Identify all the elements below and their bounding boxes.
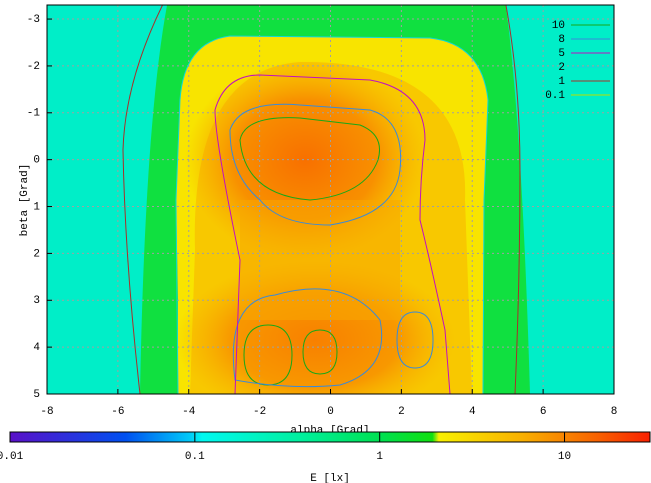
- legend-label: 1: [558, 76, 565, 88]
- y-axis-label: beta [Grad]: [19, 164, 31, 237]
- contour-line: [232, 288, 383, 388]
- legend-label: 2: [558, 62, 565, 74]
- y-tick-label: 4: [33, 342, 40, 354]
- x-tick-label: -6: [111, 406, 124, 418]
- y-tick-label: -3: [27, 14, 40, 26]
- x-tick-label: -4: [182, 406, 196, 418]
- colorbar: [9, 431, 651, 443]
- colorbar-tick-label: 1: [376, 451, 383, 463]
- contour-line: [175, 35, 489, 394]
- contour-line: [214, 74, 451, 394]
- colorbar-tick-label: 10: [558, 451, 571, 463]
- contour-line: [505, 5, 521, 394]
- contour-line: [229, 103, 402, 226]
- contours: [122, 5, 521, 394]
- contour-line: [243, 324, 293, 386]
- y-tick-label: 1: [33, 201, 40, 213]
- x-tick-label: 2: [398, 406, 405, 418]
- y-tick-label: 5: [33, 389, 40, 401]
- x-tick-label: 4: [469, 406, 476, 418]
- x-tick-label: 6: [540, 406, 547, 418]
- y-tick-label: -2: [27, 61, 40, 73]
- contour-line: [302, 329, 338, 375]
- colorbar-label: E [lx]: [310, 473, 350, 483]
- y-tick-label: -1: [27, 108, 41, 120]
- legend-label: 10: [552, 20, 565, 32]
- y-tick-label: 0: [33, 155, 40, 167]
- heatmap: [47, 5, 614, 394]
- colorbar-tick-label: 0.01: [0, 451, 24, 463]
- contour-line: [239, 117, 380, 201]
- contour-line: [396, 311, 434, 369]
- legend-label: 5: [558, 48, 565, 60]
- legend-label: 8: [558, 34, 565, 46]
- y-tick-label: 3: [33, 295, 40, 307]
- legend-label: 0.1: [545, 90, 565, 102]
- x-tick-label: 8: [611, 406, 618, 418]
- x-tick-label: -8: [40, 406, 53, 418]
- y-tick-label: 2: [33, 248, 40, 260]
- colorbar-tick-label: 0.1: [185, 451, 205, 463]
- x-tick-label: -2: [253, 406, 266, 418]
- x-tick-label: 0: [327, 406, 334, 418]
- contour-line: [122, 5, 164, 394]
